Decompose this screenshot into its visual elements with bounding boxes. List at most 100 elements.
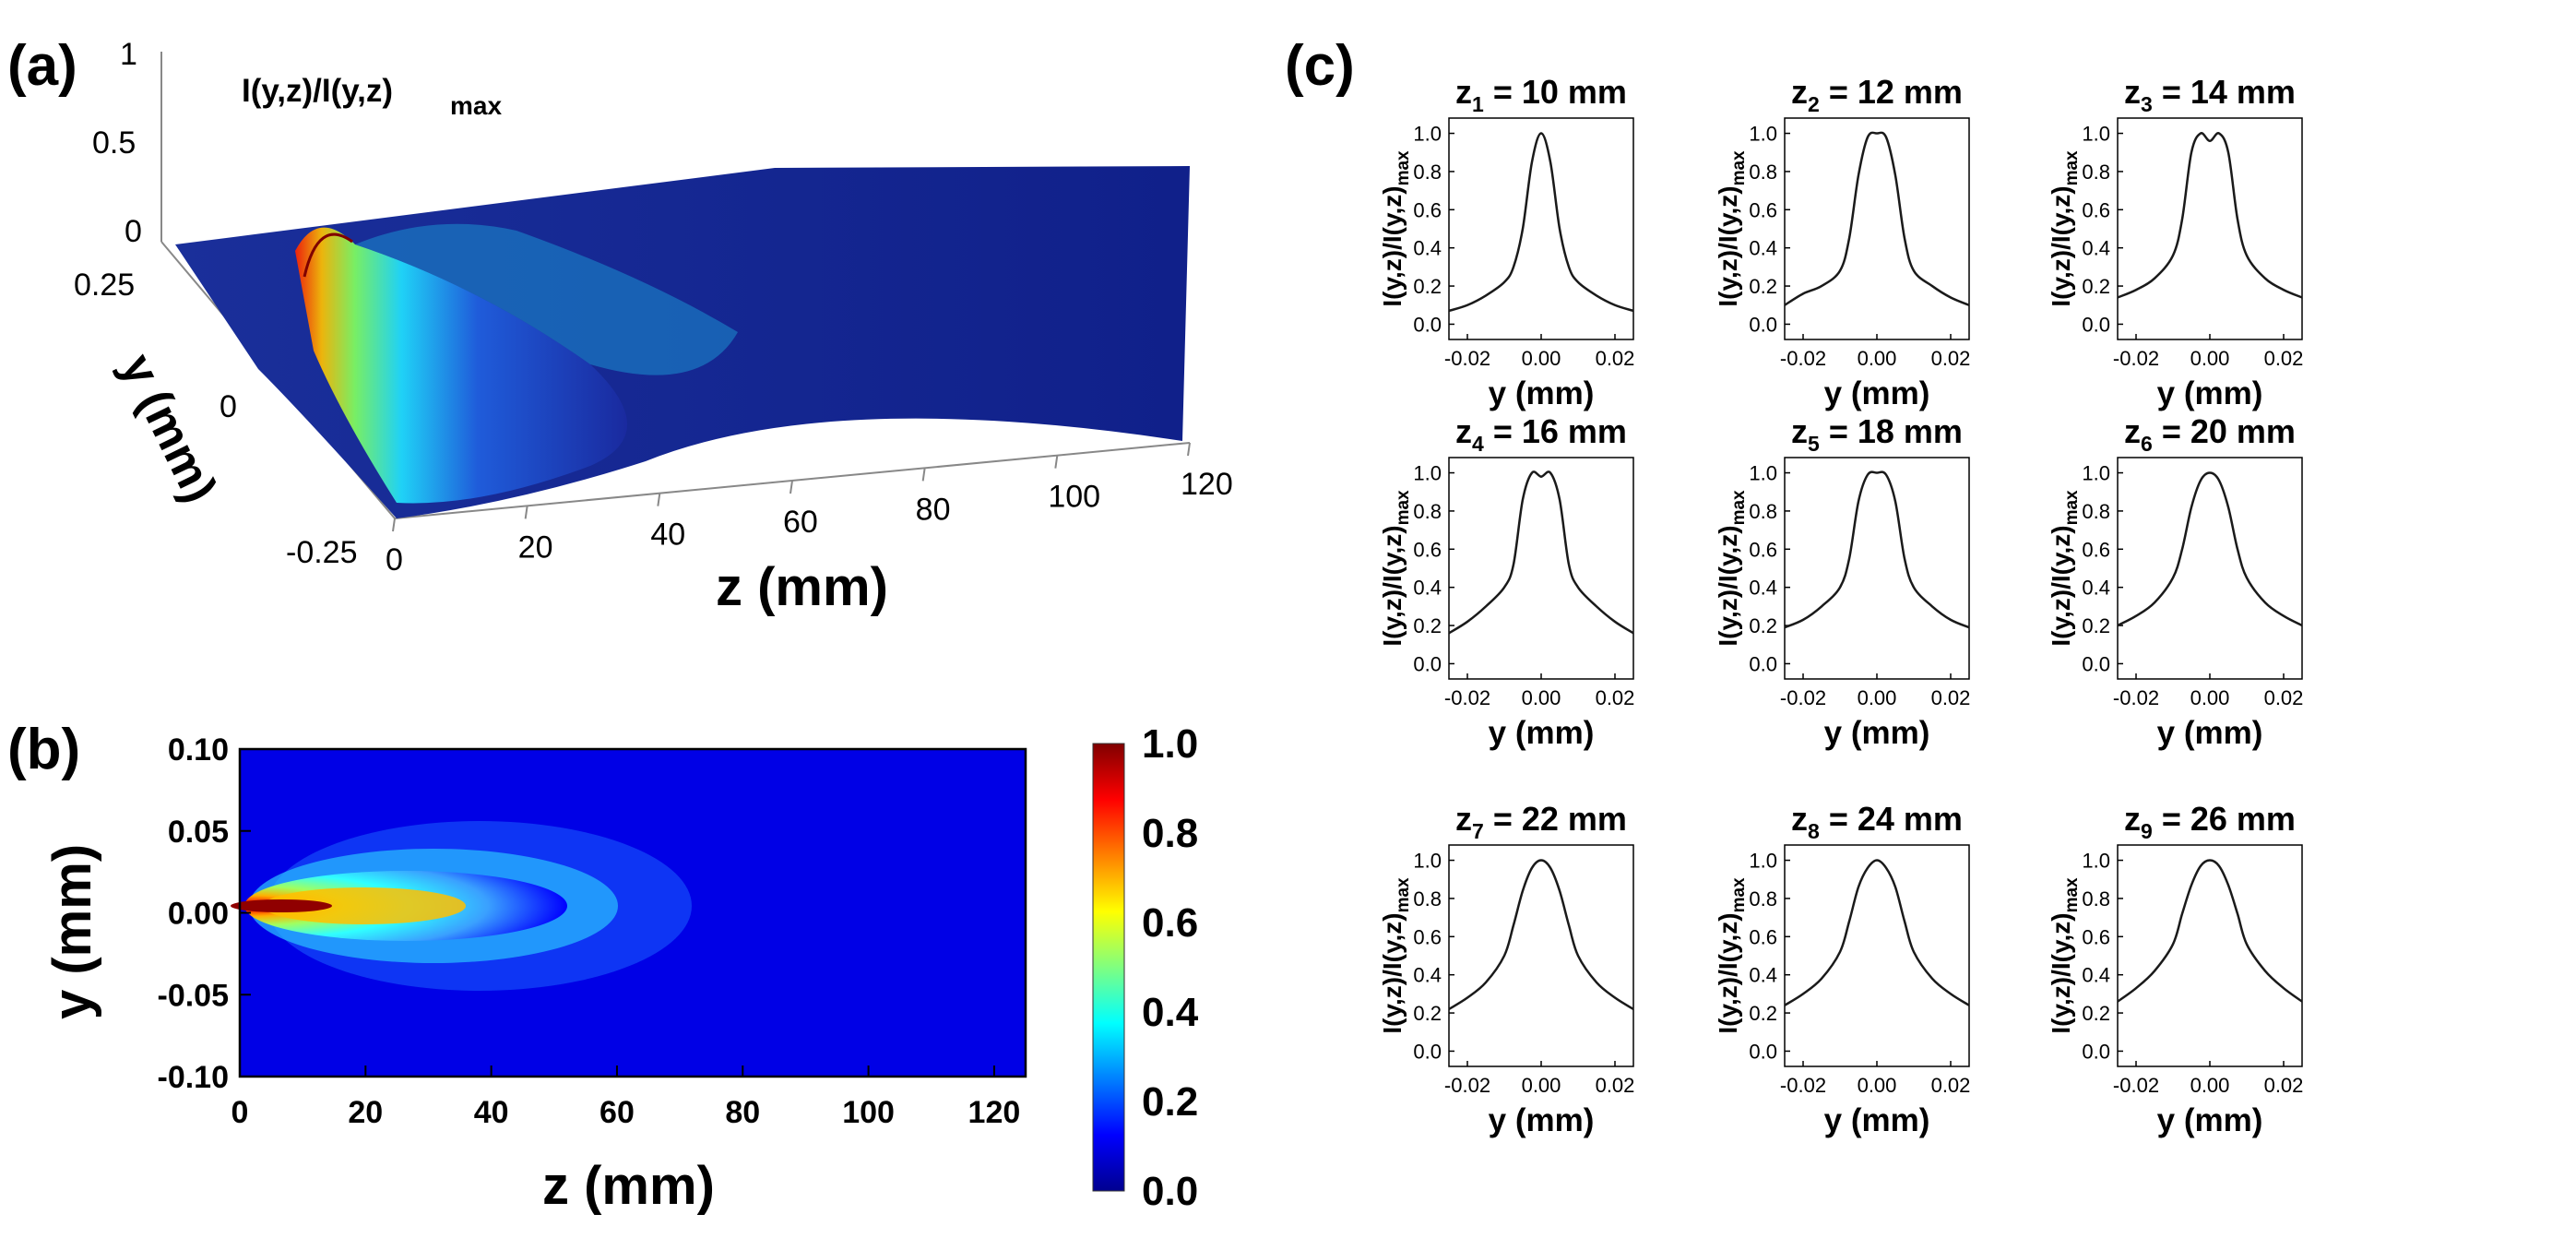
panel-a-ztick-mark	[524, 506, 528, 519]
subplot-xtick-label: -0.02	[1444, 347, 1490, 370]
subplot-ytick-label: 1.0	[1749, 850, 1777, 873]
series-line-z4	[1448, 470, 1634, 635]
subplot-z5: z5 = 18 mm 0.0 0.2 0.4 0.6 0.8 1.0 -0.02 0.00 0.0…	[1714, 412, 1970, 751]
subplot-ytick-label: 0.4	[1749, 237, 1777, 260]
subplot-title: z9 = 26 mm	[2124, 800, 2296, 843]
colorbar-tick-label: 0.4	[1142, 990, 1199, 1035]
subplot-xtick-label: 0.00	[1522, 347, 1561, 370]
subplot-ytick-label: 0.0	[1413, 313, 1442, 336]
subplot-xtick-label: 0.02	[1596, 1074, 1635, 1097]
subplot-ytick-label: 1.0	[2082, 123, 2110, 146]
subplot-xlabel: y (mm)	[2157, 715, 2263, 751]
colorbar-frame	[1092, 743, 1125, 1192]
subplot-ytick-label: 0.6	[1413, 925, 1442, 948]
subplot-xtick-label: 0.00	[1858, 686, 1897, 709]
panel-a-title-main: I(y,z)/I(y,z)	[242, 73, 393, 109]
subplot-xtick-label: 0.02	[2264, 347, 2304, 370]
panel-a-ztick-label: 120	[1181, 467, 1233, 502]
panel-a-title-sub: max	[450, 91, 502, 120]
subplot-xlabel: y (mm)	[1824, 375, 1930, 411]
panel-a-z-ticks: 0 20 40 60 80 100 120	[386, 442, 1233, 577]
subplot-ytick-label: 1.0	[1749, 123, 1777, 146]
subplot-ytick-label: 0.4	[1413, 237, 1442, 260]
subplot-ytick-label: 0.2	[1749, 1002, 1777, 1025]
subplot-xtick-label: 0.00	[1522, 1074, 1561, 1097]
series-line-z8	[1784, 859, 1970, 1006]
subplot-frame	[2117, 457, 2303, 680]
subplot-xtick-label: 0.00	[2190, 347, 2230, 370]
subplot-ytick-label: 1.0	[1413, 462, 1442, 485]
subplot-ylabel: I(y,z)/I(y,z)max	[1714, 150, 1749, 307]
panel-a-label: (a)	[7, 34, 77, 98]
subplot-xtick-label: 0.00	[2190, 1074, 2230, 1097]
subplot-z8: z8 = 24 mm 0.0 0.2 0.4 0.6 0.8 1.0 -0.02 0.00 0.0…	[1714, 800, 1970, 1138]
panel-b-xtick-label: 0	[231, 1095, 249, 1130]
panel-a-peak-crest	[303, 232, 353, 278]
subplot-ytick-label: 0.4	[2082, 964, 2110, 987]
panel-c-subplots: z1 = 10 mm 0.0 0.2 0.4 0.6 0.8 1.0 -0.02 0.00 0.0…	[1378, 73, 2303, 1138]
subplot-ytick-label: 0.0	[2082, 652, 2110, 675]
subplot-ylabel: I(y,z)/I(y,z)max	[1378, 490, 1413, 647]
panel-c-profiles: (c) z1 = 10 mm0.00.20.40.60.81.0-0.02 0.0…	[1285, 34, 2303, 1138]
panel-b-ylabel: y (mm)	[42, 844, 102, 1019]
subplot-ytick-label: 0.2	[2082, 614, 2110, 637]
subplot-xtick-label: 0.00	[1858, 347, 1897, 370]
series-line-z7	[1448, 859, 1634, 1010]
subplot-frame	[1784, 844, 1970, 1067]
subplot-xtick-label: 0.02	[1596, 347, 1635, 370]
panel-b-heatmap: (b) 0 20 40 60 80 100 120 0.10 0.05 0.00 -0.05 -0.…	[7, 718, 1199, 1216]
panel-b-y-ticks: 0.10 0.05 0.00 -0.05 -0.10	[158, 732, 251, 1095]
subplot-ylabel: I(y,z)/I(y,z)max	[2047, 490, 2082, 647]
subplot-ytick-label: 0.0	[1749, 652, 1777, 675]
panel-a-surface-plot: (a) I(y,z)/I(y,z) max 1 0.5 0 0.25 0 -0.…	[7, 34, 1233, 617]
panel-a-ztick-label: 40	[650, 518, 685, 553]
subplot-xtick-label: 0.02	[1931, 347, 1971, 370]
subplot-xlabel: y (mm)	[2157, 1102, 2263, 1138]
subplot-ytick-label: 0.0	[1413, 1040, 1442, 1063]
subplot-ytick-label: 0.6	[1749, 198, 1777, 221]
subplot-xtick-label: 0.02	[2264, 686, 2304, 709]
panel-b-ytick-label: -0.05	[158, 978, 230, 1013]
subplot-xlabel: y (mm)	[1824, 1102, 1930, 1138]
panel-a-vtick-0: 0	[125, 214, 142, 249]
panel-a-ztick-mark	[789, 480, 793, 494]
panel-a-xlabel: z (mm)	[716, 557, 888, 617]
subplot-ytick-label: 0.6	[2082, 538, 2110, 561]
subplot-ytick-label: 0.6	[1413, 538, 1442, 561]
subplot-ytick-label: 1.0	[1413, 123, 1442, 146]
subplot-ytick-label: 0.8	[1749, 887, 1777, 911]
series-line-z9	[2117, 859, 2303, 1003]
subplot-xlabel: y (mm)	[1489, 715, 1595, 751]
subplot-xtick-label: -0.02	[1780, 686, 1826, 709]
subplot-title: z1 = 10 mm	[1455, 73, 1627, 116]
panel-b-ytick-label: 0.10	[168, 732, 229, 768]
panel-b-label: (b)	[7, 718, 80, 781]
subplot-ytick-label: 0.2	[1413, 614, 1442, 637]
subplot-xtick-label: 0.02	[1931, 1074, 1971, 1097]
panel-a-ztick-mark	[1054, 455, 1059, 469]
panel-a-surface-peak	[295, 227, 627, 504]
subplot-ytick-label: 0.2	[1413, 1002, 1442, 1025]
subplot-xtick-label: -0.02	[1780, 347, 1826, 370]
subplot-ytick-label: 0.0	[1749, 313, 1777, 336]
subplot-xlabel: y (mm)	[2157, 375, 2263, 411]
subplot-ytick-label: 0.2	[1749, 275, 1777, 298]
subplot-ylabel: I(y,z)/I(y,z)max	[2047, 150, 2082, 307]
subplot-ytick-label: 0.6	[2082, 198, 2110, 221]
subplot-ytick-label: 1.0	[2082, 850, 2110, 873]
subplot-ylabel: I(y,z)/I(y,z)max	[1378, 150, 1413, 307]
subplot-title: z5 = 18 mm	[1791, 412, 1963, 456]
subplot-ytick-label: 0.0	[1413, 652, 1442, 675]
subplot-z9: z9 = 26 mm 0.0 0.2 0.4 0.6 0.8 1.0 -0.02 0.00 0.0…	[2047, 800, 2303, 1138]
subplot-z3: z3 = 14 mm 0.0 0.2 0.4 0.6 0.8 1.0 -0.02 0.00 0.0…	[2047, 73, 2303, 411]
subplot-ytick-label: 0.0	[1749, 1040, 1777, 1063]
subplot-xlabel: y (mm)	[1489, 1102, 1595, 1138]
subplot-ytick-label: 0.8	[1413, 500, 1442, 523]
panel-c-label: (c)	[1285, 34, 1355, 98]
subplot-frame	[1784, 117, 1970, 340]
subplot-xlabel: y (mm)	[1489, 375, 1595, 411]
subplot-title: z4 = 16 mm	[1455, 412, 1627, 456]
panel-a-ztick-label: 60	[783, 505, 818, 540]
subplot-ytick-label: 0.6	[1749, 925, 1777, 948]
